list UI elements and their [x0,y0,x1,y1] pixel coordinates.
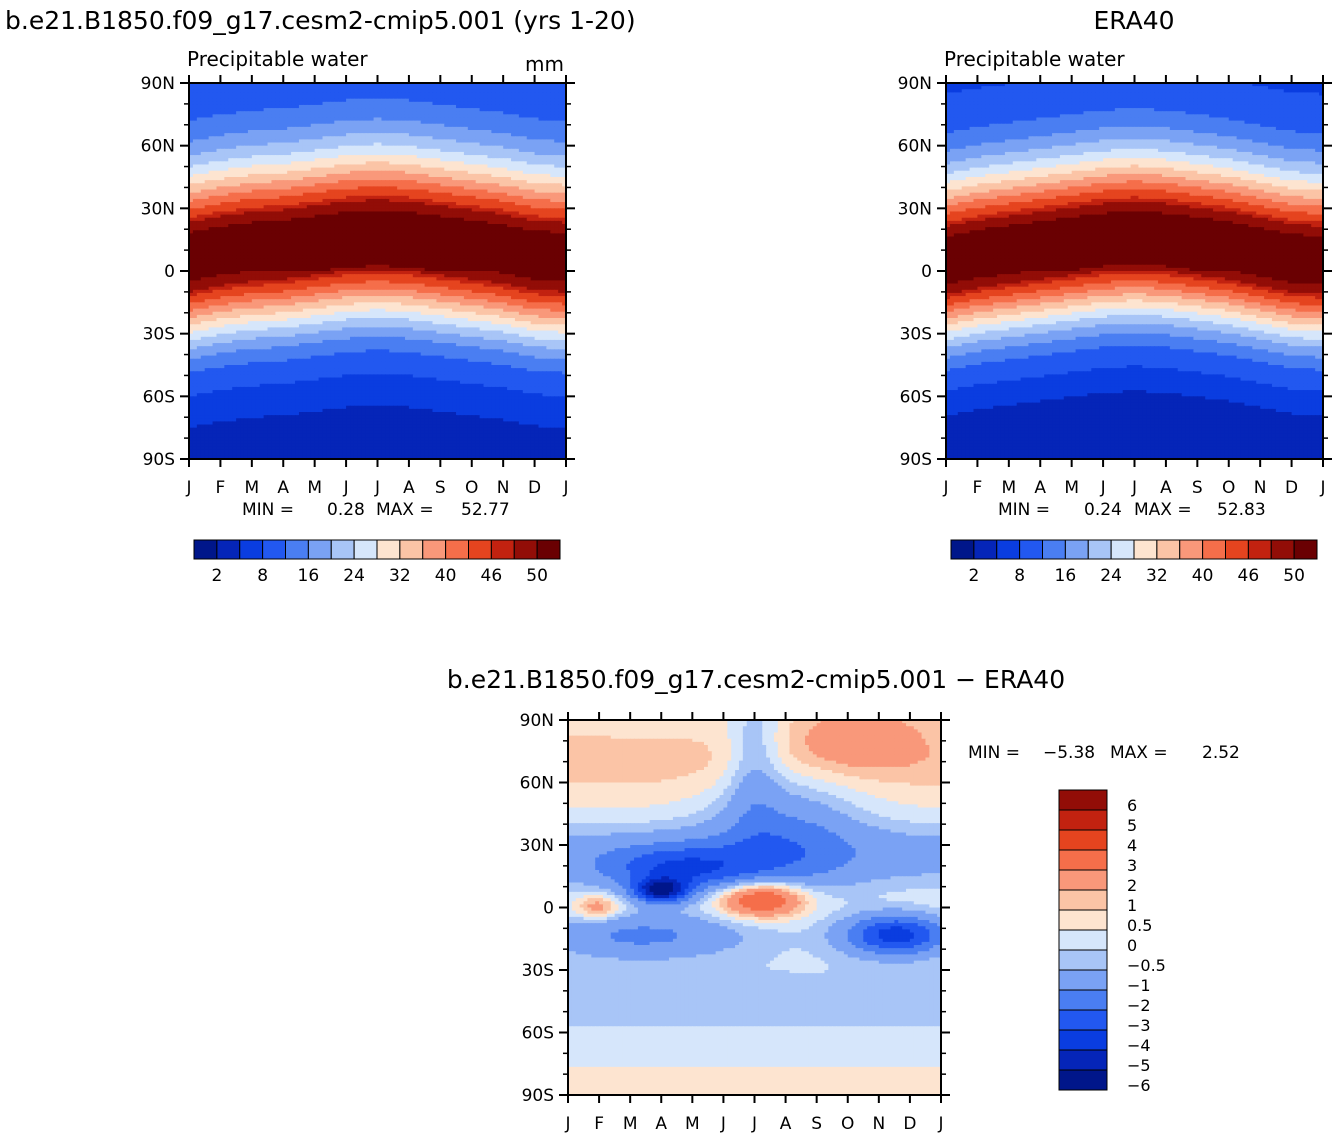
panel-1-title: b.e21.B1850.f09_g17.cesm2-cmip5.001 (yrs… [5,6,636,35]
panel-3-title: b.e21.B1850.f09_g17.cesm2-cmip5.001 − ER… [447,665,1065,694]
panel-2-subtitle: Precipitable water [944,47,1125,71]
panel-2-title: ERA40 [1093,6,1174,35]
panel-1-units: mm [525,52,564,76]
panel-1-subtitle: Precipitable water [187,47,368,71]
